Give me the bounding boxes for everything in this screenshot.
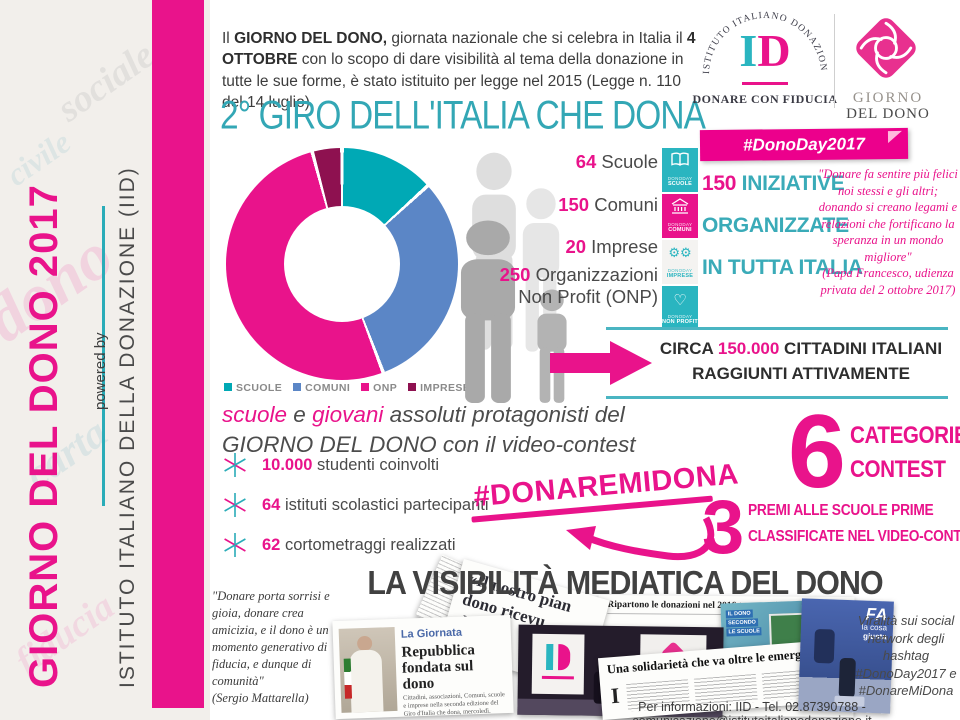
page-title: 2° GIRO DELL'ITALIA CHE DONA — [220, 94, 706, 139]
watermark-word: civile — [0, 123, 78, 193]
legend-item: IMPRESE — [408, 382, 470, 394]
intro-paragraph: Il GIORNO DEL DONO, giornata nazionale c… — [222, 29, 696, 112]
clipping-kicker: La Giornata — [400, 626, 463, 641]
sidebar-title: GIORNO DEL DONO 2017 — [22, 184, 66, 688]
stat-onp: 250 Organizzazioni Non Profit (ONP) — [499, 264, 658, 307]
asterisk-icon — [224, 493, 246, 517]
prize-line-2: CLASSIFICATE NEL VIDEO-CONTEST — [748, 528, 960, 545]
sidebar: dono sociale civile carta fiducia GIORNO… — [0, 0, 210, 720]
mattarella-quote: "Donare porta sorrisi e gioia, donare cr… — [212, 589, 330, 705]
iid-logo: ID — [703, 28, 827, 74]
legend-item: SCUOLE — [224, 382, 282, 394]
arrow-right-head — [610, 341, 652, 385]
footer-contact: Per informazioni: IID - Tel. 02.87390788… — [632, 700, 871, 720]
legend-item: COMUNI — [293, 382, 350, 394]
contest-label-1: CATEGORIE — [850, 422, 960, 449]
donoday-ribbon: #DonoDay2017 — [699, 127, 909, 162]
bullet-studenti: 10.000 studenti coinvolti — [262, 456, 440, 474]
heart-icon: ♡ — [673, 291, 687, 309]
legend-swatch — [361, 383, 370, 391]
iid-tagline: DONARE CON FIDUCIA — [692, 92, 838, 106]
video-contest-heading: scuole e giovani assoluti protagonisti d… — [222, 402, 636, 457]
event-panel-left — [531, 633, 585, 695]
gears-icon: ⚙⚙ — [668, 246, 692, 261]
iniziative-line1: 150 INIZIATIVE — [702, 172, 845, 195]
stat-scuole: 64 Scuole — [575, 151, 658, 172]
accent-bar — [152, 0, 204, 708]
giorno-del-dono-diamond-icon — [856, 18, 916, 78]
reach-statement: CIRCA 150.000 CITTADINI ITALIANI RAGGIUN… — [659, 339, 943, 383]
clipping-headline: Repubblica fondata sul dono — [401, 642, 476, 693]
tile-donoday-nonprofit: ♡ DONODAY NON PROFIT — [662, 286, 698, 330]
iniziative-line2: ORGANIZZATE — [702, 214, 849, 237]
contest-categories-number: 6 — [788, 394, 846, 510]
teal-rule-bottom — [606, 396, 948, 399]
papa-francesco-quote: "Donare fa sentire più felici noi stessi… — [818, 167, 958, 297]
tile-donoday-comuni: DONODAY COMUNI — [662, 194, 698, 238]
tv1-caption-chips: IL DONO SECONDO LE SCUOLE — [725, 609, 763, 637]
chart-legend: SCUOLE COMUNI ONP IMPRESE — [224, 382, 470, 394]
ribbon-fold — [887, 130, 903, 144]
organization-name: ISTITUTO ITALIANO DELLA DONAZIONE (IID) — [116, 166, 139, 688]
sidebar-divider-line — [102, 206, 105, 506]
tile-donoday-imprese: ⚙⚙ DONODAY IMPRESE — [662, 240, 698, 284]
iid-logo-arc-text: ISTITUTO ITALIANO DONAZIONE — [697, 0, 826, 74]
arrow-right-icon — [550, 353, 612, 373]
iid-letter-d: D — [757, 25, 791, 76]
watermark-word: sociale — [49, 33, 162, 131]
clipping-body: Cittadini, associazioni, Comuni, scuole … — [402, 691, 505, 718]
prize-line-1: PREMI ALLE SCUOLE PRIME — [748, 502, 934, 519]
bank-icon — [662, 194, 698, 222]
iid-underline — [742, 82, 788, 85]
teal-rule-top — [606, 327, 948, 330]
powered-by-label: powered by — [92, 332, 109, 410]
media-headline: LA VISIBILITÀ MEDIATICA DEL DONO — [367, 564, 883, 601]
contest-label-2: CONTEST — [850, 456, 946, 483]
bullet-istituti: 64 istituti scolastici partecipanti — [262, 496, 489, 514]
tricolor-sash — [343, 658, 353, 699]
gdd-logo-line2: DEL DONO — [846, 106, 930, 122]
donaremidona-hashtag: #DONAREMIDONA — [471, 458, 740, 561]
stat-imprese: 20 Imprese — [565, 236, 658, 257]
clipping-la-giornata: La Giornata Repubblica fondata sul dono … — [332, 614, 514, 720]
contest-prizes-number: 3 — [702, 485, 745, 570]
book-icon — [662, 148, 698, 176]
legend-swatch — [293, 383, 302, 391]
iniziative-line3: IN TUTTA ITALIA — [702, 256, 863, 279]
gdd-logo-line1: GIORNO — [852, 90, 924, 106]
pope-photo — [338, 626, 398, 713]
legend-swatch — [408, 383, 417, 391]
social-virality-note: Viralità sui social network degli hashta… — [855, 613, 957, 698]
tile-donoday-scuole: DONODAY SCUOLE — [662, 148, 698, 192]
logo-divider — [834, 14, 835, 108]
asterisk-icon — [224, 453, 246, 477]
legend-swatch — [224, 383, 232, 391]
stat-comuni: 150 Comuni — [558, 194, 658, 215]
asterisk-icon — [224, 533, 246, 557]
legend-item: ONP — [361, 382, 397, 394]
donut-chart — [226, 148, 458, 380]
iid-letter-i: I — [739, 25, 758, 76]
tv2-figure — [813, 628, 835, 664]
bullet-cortometraggi: 62 cortometraggi realizzati — [262, 536, 456, 554]
swoosh-arrow-icon — [566, 516, 715, 561]
donut-hole — [284, 206, 400, 322]
